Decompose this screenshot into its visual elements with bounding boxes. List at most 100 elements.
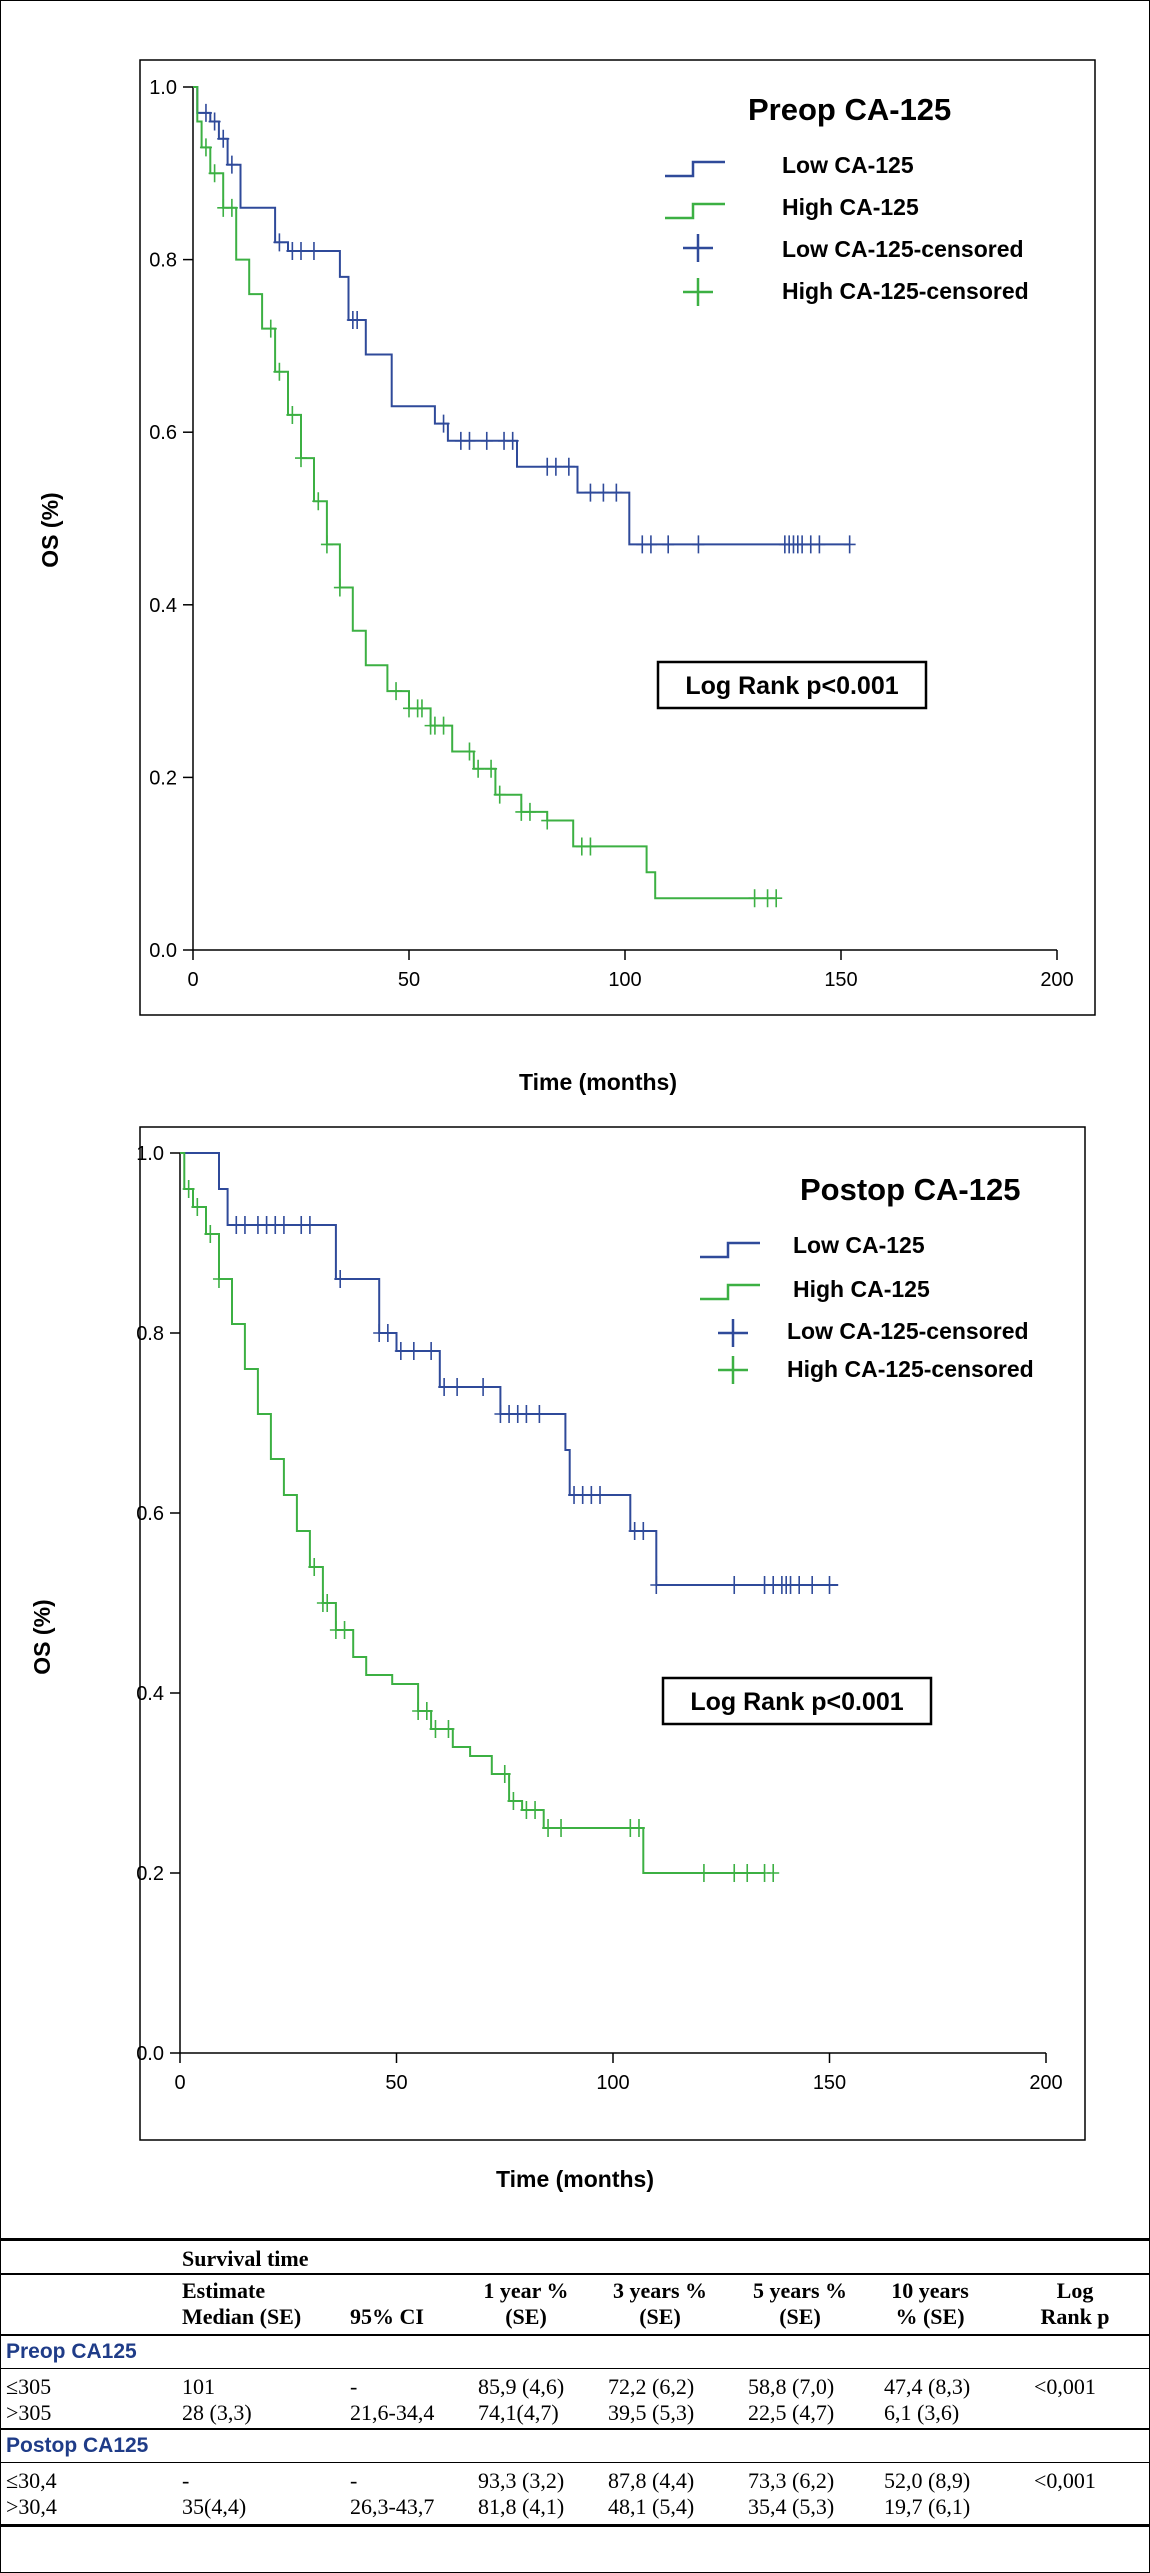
table-cell: -: [350, 2374, 358, 2399]
censor-mark-low: [334, 1270, 347, 1288]
censor-mark-high: [225, 198, 238, 217]
series-high-curve: [193, 86, 777, 900]
table-cell: 26,3-43,7: [350, 2494, 435, 2519]
group-separator-rule: [0, 2428, 1150, 2430]
legend: Postop CA-125 Low CA-125 High CA-125 Low…: [700, 1172, 1034, 1384]
censor-mark-low: [463, 431, 476, 450]
censor-mark-low: [480, 431, 493, 450]
censor-mark-low: [225, 155, 238, 174]
legend-high-censored-label: High CA-125-censored: [782, 278, 1029, 304]
legend-high-swatch: [700, 1283, 760, 1301]
censor-mark-low: [520, 1405, 533, 1423]
table-cell: 35,4 (5,3): [748, 2494, 835, 2519]
censor-mark-high: [191, 1198, 204, 1216]
table-cell: 35(4,4): [182, 2494, 247, 2519]
censor-mark-low: [351, 311, 364, 330]
table-cell: 22,5 (4,7): [748, 2400, 835, 2425]
censor-mark-low: [662, 535, 675, 554]
censor-mark-high: [493, 785, 506, 804]
col-header-10y-2: % (SE): [895, 2304, 965, 2329]
y-tick-label: 0.6: [136, 1503, 164, 1525]
x-tick-label: 0: [174, 2072, 185, 2094]
x-tick-label: 150: [824, 969, 857, 991]
censor-mark-high: [529, 1801, 542, 1819]
censor-mark-low: [381, 1324, 394, 1342]
censor-mark-low: [425, 1342, 438, 1360]
censor-mark-high: [767, 1864, 780, 1882]
plot-area: [139, 1126, 1086, 2141]
group-label-preop: Preop CA125: [6, 2340, 137, 2363]
censor-mark-low: [549, 457, 562, 476]
table-cell: 48,1 (5,4): [608, 2494, 695, 2519]
censor-mark-high: [507, 1792, 520, 1810]
censor-mark-low: [650, 1576, 663, 1594]
censor-mark-low: [307, 241, 320, 260]
censor-mark-high: [498, 1765, 511, 1783]
legend-high-censored-label: High CA-125-censored: [787, 1356, 1034, 1382]
censor-mark-high: [321, 1594, 334, 1612]
y-tick-label: 0.8: [149, 250, 177, 272]
y-tick-label: 0.0: [149, 940, 177, 962]
table-header-rule: [0, 2273, 1150, 2275]
x-axis-label: Time (months): [496, 2166, 654, 2192]
table-cell: 72,2 (6,2): [608, 2374, 695, 2399]
table-cell: >305: [6, 2400, 52, 2425]
censor-mark-high: [208, 164, 221, 183]
censor-mark-low: [594, 1486, 607, 1504]
log-rank-box: [656, 660, 928, 710]
legend-low-swatch: [700, 1241, 760, 1259]
censor-mark-high: [182, 1180, 195, 1198]
y-tick-label: 0.8: [136, 1323, 164, 1345]
censor-mark-low: [437, 414, 450, 433]
censor-mark-high: [437, 716, 450, 735]
censor-mark-low: [597, 483, 610, 502]
censor-mark-high: [204, 1225, 217, 1243]
y-tick-label: 0.2: [136, 1863, 164, 1885]
group-label-postop: Postop CA125: [6, 2434, 149, 2457]
col-header-10y: 10 years: [891, 2278, 969, 2303]
censor-mark-low: [217, 129, 230, 148]
censor-mark-high: [463, 742, 476, 761]
censor-mark-low: [506, 431, 519, 450]
censor-mark-low: [277, 1216, 290, 1234]
censor-mark-high: [390, 682, 403, 701]
legend-low-label: Low CA-125: [793, 1232, 925, 1258]
y-tick-label: 0.6: [149, 422, 177, 444]
censor-mark-high: [415, 699, 428, 718]
x-tick-label: 200: [1040, 969, 1073, 991]
table-cell: 85,9 (4,6): [478, 2374, 565, 2399]
censor-mark-high: [429, 1720, 442, 1738]
censor-mark-low: [813, 535, 826, 554]
censor-mark-low: [438, 1378, 451, 1396]
y-tick-label: 0.4: [136, 1683, 164, 1705]
table-group-header: Survival time: [182, 2246, 309, 2271]
censor-mark-high: [286, 405, 299, 424]
preop-km-chart: 0.0 0.2 0.4 0.6 0.8 1.0 0 50 100 150 200 Preop CA-…: [37, 59, 1096, 1095]
table-cell: >30,4: [6, 2494, 57, 2519]
censor-mark-high: [523, 802, 536, 821]
y-tick-label: 1.0: [136, 1143, 164, 1165]
table-cell: 39,5 (5,3): [608, 2400, 695, 2425]
censor-mark-high: [295, 449, 307, 468]
censor-mark-low: [584, 483, 597, 502]
censor-mark-low: [533, 1405, 546, 1423]
y-tick-label: 0.0: [136, 2043, 164, 2065]
table-columns-rule: [0, 2334, 1150, 2336]
table-cell: 73,3 (6,2): [748, 2468, 835, 2493]
censor-mark-high: [542, 1819, 555, 1837]
log-rank-annotation: Log Rank p<0.001: [685, 672, 898, 700]
table-cell: 28 (3,3): [182, 2400, 252, 2425]
censor-mark-low: [644, 535, 657, 554]
legend-low-swatch: [665, 160, 725, 178]
y-tick-label: 0.2: [149, 767, 177, 789]
censor-mark-low: [806, 1576, 819, 1594]
censor-mark-low: [728, 1576, 741, 1594]
table-bottom-rule: [0, 2524, 1150, 2527]
legend-high-censored-swatch: [683, 278, 713, 306]
legend-low-censored-swatch: [718, 1319, 748, 1347]
table-cell: 19,7 (6,1): [884, 2494, 971, 2519]
censor-mark-high: [770, 889, 783, 908]
legend-low-censored-swatch: [683, 234, 713, 262]
table-top-rule: [0, 2238, 1150, 2241]
x-tick-label: 100: [608, 969, 641, 991]
